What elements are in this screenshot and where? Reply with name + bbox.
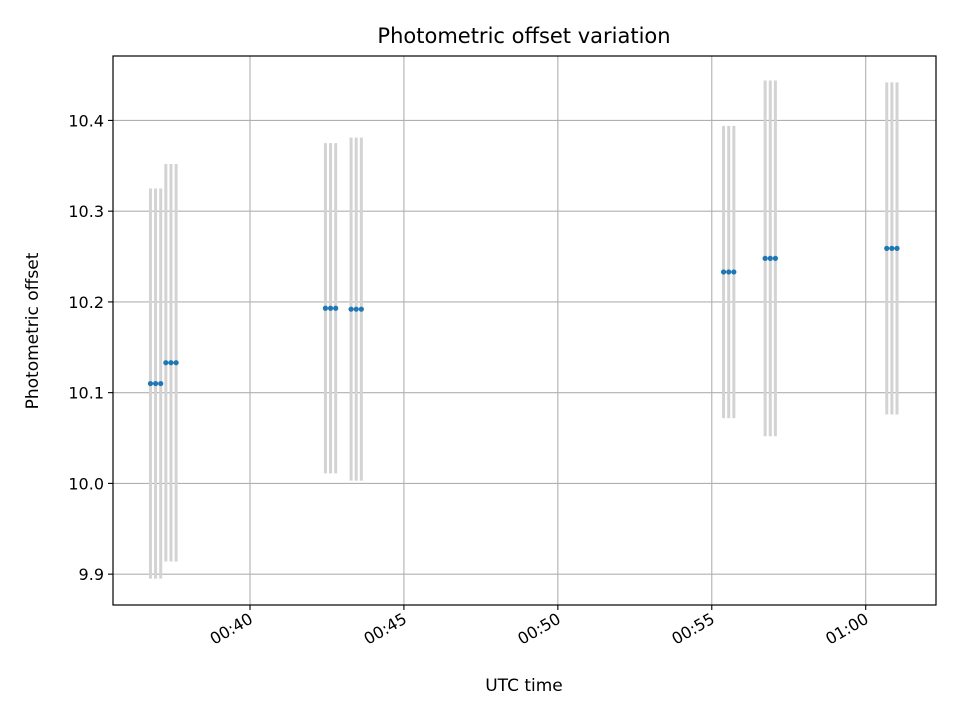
data-point <box>173 360 179 366</box>
y-tick-label: 10.3 <box>68 202 104 221</box>
data-point <box>152 380 159 387</box>
data-point <box>327 305 334 311</box>
data-point <box>322 305 329 311</box>
data-points <box>147 245 900 387</box>
plot-area-frame <box>112 55 937 606</box>
data-point <box>767 255 773 261</box>
data-point <box>731 269 737 275</box>
y-axis-label: Photometric offset <box>23 252 43 409</box>
data-point <box>168 360 174 366</box>
data-point <box>762 255 768 261</box>
chart-title: Photometric offset variation <box>377 24 670 48</box>
data-point <box>163 360 169 366</box>
data-point <box>884 245 890 251</box>
data-point <box>358 306 364 312</box>
data-point <box>720 269 727 275</box>
data-point <box>726 269 732 275</box>
y-tick-label: 10.2 <box>68 293 104 312</box>
grid <box>113 56 936 605</box>
data-point <box>894 245 900 251</box>
y-tick-label: 10.1 <box>68 384 104 403</box>
y-tick-label: 10.4 <box>68 111 104 130</box>
data-point <box>333 305 339 311</box>
data-point <box>147 380 154 387</box>
data-point <box>158 380 164 387</box>
data-point <box>772 255 779 261</box>
data-point <box>353 306 359 312</box>
data-point <box>889 245 895 251</box>
y-tick-label: 9.9 <box>79 565 104 584</box>
y-tick-label: 10.0 <box>68 474 104 493</box>
data-point <box>348 306 354 312</box>
x-axis-label: UTC time <box>485 676 563 696</box>
